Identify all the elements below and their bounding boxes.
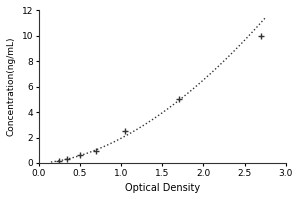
Y-axis label: Concentration(ng/mL): Concentration(ng/mL) [7,37,16,136]
X-axis label: Optical Density: Optical Density [124,183,200,193]
